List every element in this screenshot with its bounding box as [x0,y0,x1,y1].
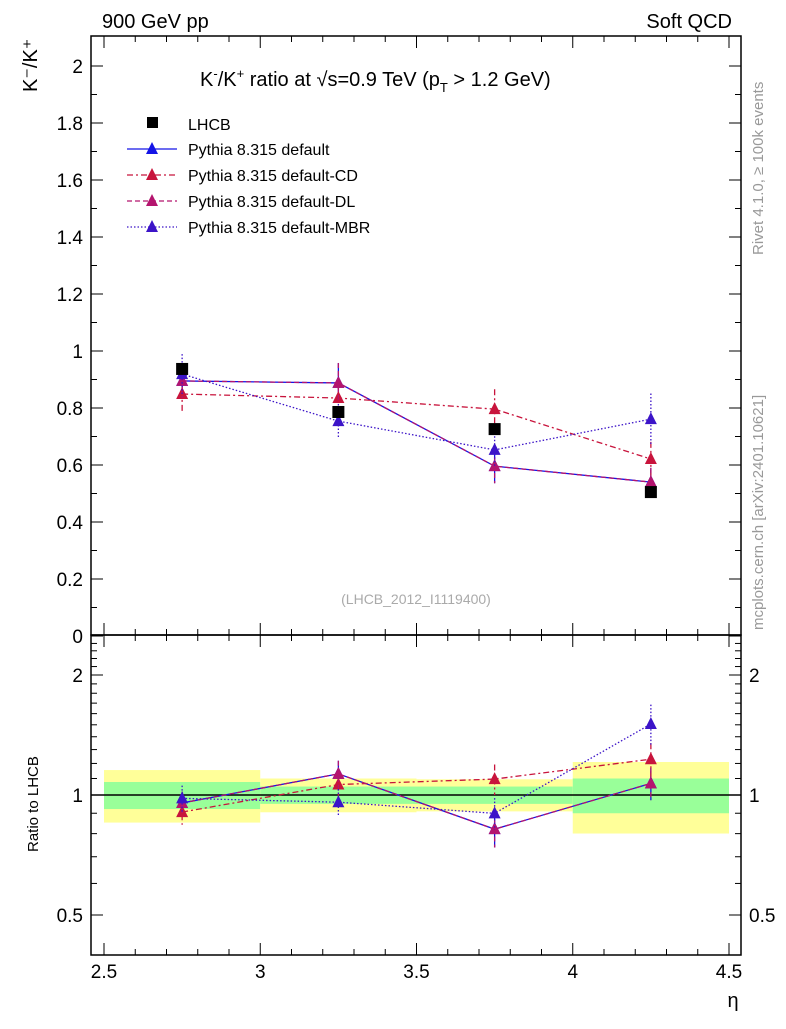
header-left: 900 GeV pp [102,11,209,33]
legend-marker-triangle [146,142,158,154]
x-tick-label: 3.5 [403,962,429,983]
legend-marker-triangle [146,194,158,206]
side-label-mcplots: mcplots.cern.ch [arXiv:2401.10621] [750,395,767,630]
data-point-triangle [488,402,501,415]
legend-label-lhcb: LHCB [188,117,231,134]
y-tick-label: 1.4 [57,228,84,249]
ratio-y-tick-label: 0.5 [57,906,83,927]
ratio-point-triangle [644,776,657,789]
y-tick-label: 1.8 [57,114,83,135]
data-point-triangle [332,414,345,427]
ratio-y-tick-label: 2 [72,666,83,687]
ratio-series-line [182,723,652,815]
data-point-triangle [644,452,657,465]
data-point-triangle [332,375,345,388]
lhcb-data-point [644,486,657,499]
ratio-point-triangle [488,806,501,819]
ratio-point-triangle [332,777,345,790]
x-tick-label: 4.5 [716,962,742,983]
y-tick-label: 0 [72,627,83,648]
ratio-point-triangle [644,717,657,730]
legend-marker-lhcb [147,117,158,128]
ratio-y-tick-label-right: 2 [749,666,760,687]
ratio-y-tick-label-right: 0.5 [749,906,775,927]
x-tick-label: 4 [567,962,578,983]
legend-marker-triangle [146,168,158,180]
y-axis-label: K⁻/K⁺ [20,39,42,92]
series-line [182,393,652,460]
lhcb-data-point [176,362,189,375]
y-tick-label: 1.6 [57,171,83,192]
chart-title: K-/K+ ratio at √s=0.9 TeV (pT > 1.2 GeV) [200,66,551,95]
legend-marker-triangle [146,220,158,232]
y-tick-label: 0.8 [57,399,83,420]
data-point-triangle [488,442,501,455]
ratio-point-triangle [332,795,345,808]
x-tick-label: 2.5 [91,962,117,983]
y-tick-label: 1 [72,342,83,363]
ratio-y-tick-label: 1 [72,786,83,807]
data-point-triangle [644,412,657,425]
ratio-y-axis-label: Ratio to LHCB [25,756,42,852]
header-right: Soft QCD [646,11,732,33]
ratio-point-triangle [488,822,501,835]
y-tick-label: 0.2 [57,570,83,591]
ratio-point-triangle [332,766,345,779]
legend-label: Pythia 8.315 default [188,142,330,159]
y-tick-label: 2 [72,57,83,78]
y-tick-label: 0.6 [57,456,83,477]
ratio-y-tick-label-right: 1 [749,786,760,807]
lhcb-data-point [332,405,345,418]
legend-label: Pythia 8.315 default-DL [188,194,355,211]
legend-label: Pythia 8.315 default-CD [188,168,358,185]
y-tick-label: 0.4 [57,513,84,534]
ratio-point-triangle [488,772,501,785]
ratio-series-line [182,773,652,830]
y-tick-label: 1.2 [57,285,83,306]
series-line [181,373,652,451]
series-line [182,380,651,483]
lhcb-data-point [488,423,501,436]
analysis-annotation: (LHCB_2012_I1119400) [341,591,491,607]
ratio-point-triangle [176,791,189,804]
x-axis-label: η [727,990,738,1012]
side-label-rivet: Rivet 4.1.0, ≥ 100k events [750,82,767,255]
ratio-point-triangle [644,752,657,765]
data-point-triangle [644,475,657,488]
x-tick-label: 3 [255,962,266,983]
legend-label: Pythia 8.315 default-MBR [188,220,370,237]
